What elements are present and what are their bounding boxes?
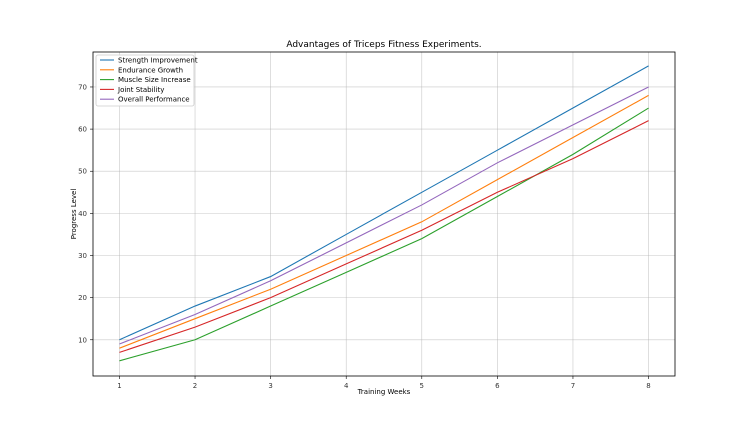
legend-label: Endurance Growth xyxy=(118,66,183,74)
legend-label: Strength Improvement xyxy=(118,57,198,65)
x-tick-label: 7 xyxy=(571,382,575,390)
y-axis-label: Progress Level xyxy=(70,189,78,240)
series-line-joint-stability xyxy=(119,120,649,353)
x-tick-label: 5 xyxy=(420,382,424,390)
y-tick-label: 20 xyxy=(78,294,87,302)
series-line-muscle-size-increase xyxy=(119,107,649,362)
series-line-endurance-growth xyxy=(119,94,649,349)
y-tick-label: 30 xyxy=(78,252,87,260)
x-tick-label: 8 xyxy=(646,382,650,390)
x-tick-label: 4 xyxy=(344,382,349,390)
series-line-overall-performance xyxy=(119,86,649,345)
legend-box xyxy=(95,54,195,107)
x-tick-label: 2 xyxy=(193,382,197,390)
y-tick-label: 70 xyxy=(78,83,87,91)
x-axis-ticks: 1 2 3 4 5 6 7 8 xyxy=(117,376,651,390)
chart-title: Advantages of Triceps Fitness Experiment… xyxy=(286,40,481,50)
y-tick-label: 40 xyxy=(78,210,87,218)
y-axis-ticks: 10 20 30 40 50 60 70 xyxy=(78,83,93,344)
x-tick-label: 3 xyxy=(268,382,272,390)
legend-label: Joint Stability xyxy=(117,86,164,94)
y-tick-label: 60 xyxy=(78,126,87,134)
plot-area-frame xyxy=(92,51,676,377)
grid-lines xyxy=(93,52,675,376)
series-lines xyxy=(119,65,649,362)
x-tick-label: 1 xyxy=(117,382,121,390)
legend-label: Muscle Size Increase xyxy=(118,76,191,84)
x-tick-label: 6 xyxy=(495,382,500,390)
x-axis-label: Training Weeks xyxy=(357,388,411,396)
series-line-strength-improvement xyxy=(119,65,649,341)
legend-label: Overall Performance xyxy=(118,96,190,104)
y-tick-label: 50 xyxy=(78,168,87,176)
y-tick-label: 10 xyxy=(78,336,87,344)
